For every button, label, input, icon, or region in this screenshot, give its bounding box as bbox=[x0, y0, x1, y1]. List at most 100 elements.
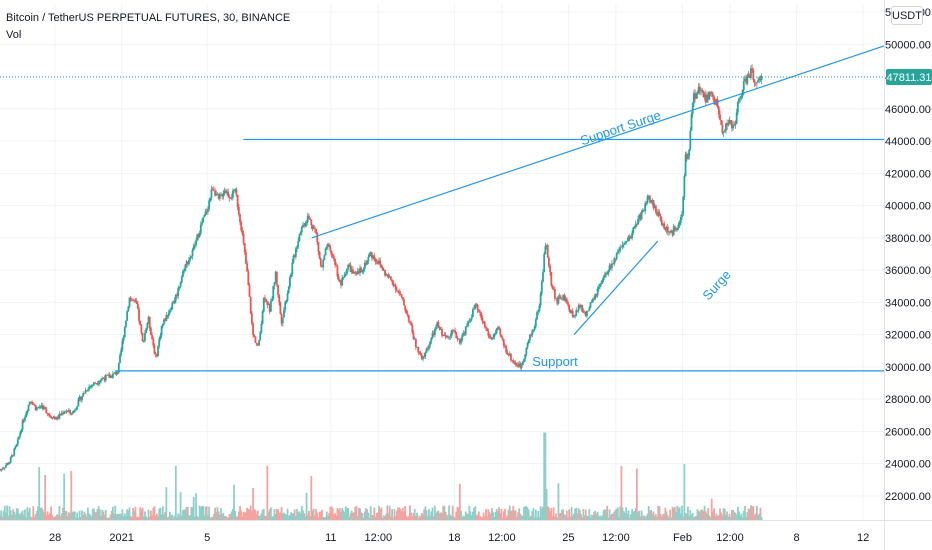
volume-bar bbox=[290, 512, 293, 520]
volume-bar bbox=[145, 516, 148, 520]
candle-body bbox=[544, 246, 547, 255]
volume-bar bbox=[15, 508, 18, 520]
candle-body bbox=[760, 76, 763, 81]
volume-bar bbox=[387, 513, 390, 520]
candle-body bbox=[302, 224, 304, 227]
volume-bar bbox=[468, 505, 471, 520]
candle-body bbox=[218, 195, 221, 199]
volume-bar bbox=[332, 514, 335, 520]
volume-bar bbox=[374, 517, 377, 520]
candle-body bbox=[144, 332, 146, 341]
candle-body bbox=[565, 298, 568, 302]
volume-bar bbox=[691, 513, 694, 520]
candle-body bbox=[532, 329, 535, 331]
price-axis[interactable]: 22000.00 24000.00 26000.00 28000.00 30000.00… bbox=[884, 0, 931, 550]
symbol-title[interactable]: Bitcoin / TetherUS PERPETUAL FUTURES, 30… bbox=[6, 12, 291, 24]
volume-bar bbox=[701, 509, 704, 520]
volume-bar bbox=[71, 512, 74, 520]
volume-bar bbox=[525, 506, 528, 520]
candle-body bbox=[753, 79, 756, 83]
candle-body bbox=[262, 297, 265, 312]
candle-body bbox=[63, 412, 66, 414]
volume-bar bbox=[18, 513, 20, 520]
volume-bar bbox=[384, 516, 386, 520]
candle-body bbox=[167, 312, 170, 317]
candle-body bbox=[572, 316, 575, 317]
candle-body bbox=[147, 316, 150, 324]
volume-bar bbox=[70, 471, 73, 520]
volume-bar bbox=[593, 512, 595, 520]
volume-bar bbox=[278, 513, 281, 520]
volume-bar bbox=[239, 506, 241, 520]
candle-body bbox=[460, 339, 462, 344]
volume-bar bbox=[315, 509, 317, 520]
volume-bar bbox=[193, 516, 196, 520]
volume-bar bbox=[707, 508, 710, 520]
candle-body bbox=[369, 252, 372, 256]
volume-bar bbox=[531, 511, 534, 520]
candle-body bbox=[550, 272, 553, 286]
volume-bar bbox=[88, 513, 91, 520]
candle-body bbox=[477, 310, 480, 312]
candle-body bbox=[84, 390, 87, 394]
candle-body bbox=[126, 311, 129, 321]
volume-bar bbox=[208, 506, 211, 520]
volume-bar bbox=[738, 511, 740, 520]
volume-bar bbox=[380, 507, 383, 520]
support-label: Support bbox=[532, 354, 578, 369]
candle-body bbox=[182, 270, 184, 277]
volume-bar bbox=[417, 517, 420, 520]
volume-bar bbox=[242, 511, 245, 520]
volume-bar bbox=[322, 517, 325, 520]
y-tick-label: 24000.00 bbox=[885, 459, 931, 471]
volume-indicator-label[interactable]: Vol bbox=[6, 29, 22, 41]
candle-body bbox=[226, 191, 228, 194]
volume-bar bbox=[188, 515, 190, 520]
volume-bar bbox=[107, 517, 110, 520]
candle-body bbox=[600, 283, 603, 285]
candle-body bbox=[270, 301, 272, 312]
candle-body bbox=[359, 267, 361, 274]
volume-bar bbox=[221, 514, 224, 520]
volume-bar bbox=[34, 514, 37, 520]
candle-body bbox=[7, 463, 10, 465]
volume-bar bbox=[360, 512, 363, 520]
candle-body bbox=[183, 270, 186, 272]
candle-body bbox=[534, 319, 537, 327]
candle-body bbox=[512, 360, 515, 364]
volume-bar bbox=[197, 517, 200, 520]
time-axis[interactable]: 28 2021 5 11 12:00 18 12:00 25 12:00 Feb 12:00 8 12 bbox=[0, 520, 932, 545]
currency-unit-button[interactable]: USDT bbox=[891, 6, 923, 25]
volume-bar bbox=[419, 516, 422, 520]
volume-bar bbox=[191, 507, 194, 520]
volume-bar bbox=[635, 468, 638, 520]
candle-body bbox=[114, 371, 117, 373]
volume-bar bbox=[139, 507, 142, 520]
volume-bar bbox=[405, 515, 408, 520]
volume-bar bbox=[416, 512, 418, 520]
candle-body bbox=[70, 412, 73, 415]
volume-bar bbox=[709, 517, 712, 520]
candle-body bbox=[103, 378, 106, 381]
volume-bar bbox=[35, 511, 38, 520]
candle-body bbox=[704, 94, 707, 103]
candle-body bbox=[309, 218, 312, 220]
candle-body bbox=[209, 197, 212, 201]
volume-bar bbox=[134, 506, 137, 520]
candle-body bbox=[68, 409, 70, 412]
candle-body bbox=[391, 279, 393, 282]
volume-bar bbox=[2, 510, 5, 520]
candle-body bbox=[611, 263, 613, 269]
candle-body bbox=[52, 416, 55, 419]
candle-body bbox=[635, 224, 638, 225]
volume-bar bbox=[461, 517, 464, 520]
last-price-label: 47811.31 bbox=[886, 72, 931, 84]
candle-body bbox=[461, 335, 464, 340]
candle-body bbox=[14, 446, 17, 449]
volume-bar bbox=[114, 505, 117, 520]
volume-bar bbox=[115, 514, 118, 520]
chart-legend: Bitcoin / TetherUS PERPETUAL FUTURES, 30… bbox=[6, 10, 290, 44]
chart-grid bbox=[0, 4, 884, 520]
candle-body bbox=[336, 265, 339, 277]
